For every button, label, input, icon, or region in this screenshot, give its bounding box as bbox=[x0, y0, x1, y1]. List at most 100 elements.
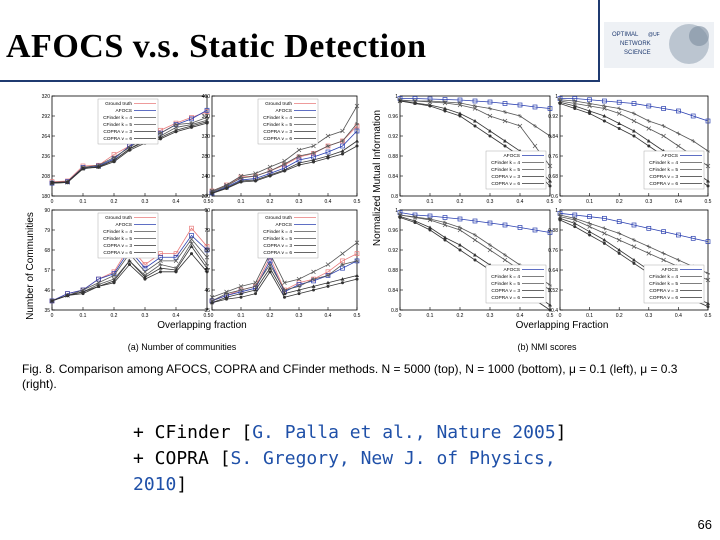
caption-text: Comparison among AFOCS, COPRA and CFinde… bbox=[22, 362, 678, 391]
data-point bbox=[282, 288, 287, 292]
y-tick-label: 79 bbox=[204, 228, 210, 234]
data-point bbox=[632, 261, 636, 265]
data-point bbox=[354, 103, 360, 109]
x-tick-label: 0.2 bbox=[267, 313, 274, 319]
data-point bbox=[602, 238, 607, 242]
data-point bbox=[602, 104, 607, 108]
data-point bbox=[189, 124, 194, 128]
bullet-cfinder: + CFinder [G. Palla et al., Nature 2005] bbox=[133, 420, 613, 446]
data-point bbox=[572, 99, 577, 103]
logo-text-mid: NETWORK bbox=[620, 41, 651, 47]
data-point bbox=[50, 298, 54, 303]
data-point bbox=[631, 244, 637, 249]
data-point bbox=[548, 308, 552, 312]
data-point bbox=[158, 258, 163, 264]
data-point bbox=[661, 133, 666, 139]
data-point bbox=[631, 118, 637, 124]
x-tick-label: 0.2 bbox=[457, 199, 464, 205]
data-point bbox=[173, 251, 179, 256]
legend-box bbox=[485, 150, 547, 190]
data-point bbox=[572, 221, 577, 225]
chart-panel: 0.6 0.68 0.76 0.84 0.92 1 0 0.1 0.2 0.3 0.4 0.5 AFOC… bbox=[548, 94, 711, 205]
data-point bbox=[602, 98, 607, 104]
data-point bbox=[547, 230, 553, 235]
data-point bbox=[502, 118, 508, 124]
data-point bbox=[297, 154, 301, 158]
legend-label: AFOCS bbox=[275, 222, 292, 228]
data-point bbox=[283, 295, 286, 299]
data-point bbox=[573, 225, 577, 229]
data-point bbox=[587, 109, 592, 113]
data-point bbox=[142, 269, 148, 275]
data-point bbox=[355, 277, 359, 281]
data-point bbox=[472, 218, 478, 224]
x-tick-label: 0.4 bbox=[173, 313, 180, 319]
data-point bbox=[472, 98, 478, 104]
citation-link[interactable]: G. Palla et al., Nature 2005 bbox=[252, 422, 556, 443]
chart-panel: 180 208 236 264 292 320 0 0.1 0.2 0.3 0.4 0.5 Ground… bbox=[42, 94, 211, 205]
data-point bbox=[488, 243, 492, 247]
data-point bbox=[458, 101, 462, 105]
x-tick-label: 0.5 bbox=[705, 199, 712, 205]
legend-label: CFinder k = 5 bbox=[103, 122, 132, 128]
y-tick-label: 320 bbox=[202, 134, 211, 140]
data-point bbox=[340, 139, 345, 143]
data-point bbox=[268, 270, 272, 274]
legend-box bbox=[485, 264, 547, 304]
data-point bbox=[518, 114, 522, 118]
y-tick-label: 320 bbox=[42, 94, 51, 100]
data-point bbox=[340, 251, 345, 256]
data-point bbox=[326, 280, 330, 285]
data-point bbox=[253, 284, 258, 289]
x-tick-label: 0 bbox=[399, 313, 402, 319]
data-point bbox=[442, 215, 448, 220]
data-point bbox=[355, 144, 359, 148]
citation-link[interactable]: S. Gregory, New J. of Physics, 2010 bbox=[133, 448, 556, 495]
data-point bbox=[413, 219, 417, 223]
data-point bbox=[398, 99, 402, 103]
data-point bbox=[602, 241, 606, 245]
legend-label: Ground truth bbox=[105, 101, 132, 107]
y-tick-label: 180 bbox=[42, 194, 51, 200]
reference-list: + CFinder [G. Palla et al., Nature 2005]… bbox=[133, 420, 613, 498]
data-point bbox=[503, 110, 507, 114]
data-point bbox=[325, 133, 331, 139]
data-point bbox=[602, 215, 607, 221]
data-point bbox=[340, 149, 345, 153]
data-point bbox=[632, 111, 636, 116]
x-tick-label: 0.1 bbox=[427, 313, 434, 319]
data-point bbox=[602, 226, 607, 231]
x-tick-label: 0.2 bbox=[616, 199, 623, 205]
data-point bbox=[473, 258, 477, 262]
y-tick-label: 1 bbox=[555, 94, 558, 100]
data-point bbox=[706, 301, 710, 305]
data-point bbox=[457, 216, 463, 222]
data-point bbox=[676, 232, 681, 238]
chart-panel: 0.8 0.84 0.88 0.92 0.96 1 0 0.1 0.2 0.3 0.4 0.5 AFOC… bbox=[388, 94, 553, 205]
y-tick-label: 79 bbox=[44, 228, 50, 234]
legend-label: CFinder k = 5 bbox=[263, 122, 292, 128]
data-point bbox=[253, 174, 258, 178]
x-tick-label: 0.1 bbox=[238, 313, 245, 319]
y-tick-label: 0.88 bbox=[388, 268, 398, 274]
data-point bbox=[173, 254, 179, 260]
data-point bbox=[631, 222, 637, 228]
data-point bbox=[502, 222, 508, 228]
data-point bbox=[517, 102, 523, 108]
data-point bbox=[142, 265, 148, 271]
legend-label: COPRA v = 6 bbox=[263, 136, 292, 142]
data-point bbox=[267, 164, 273, 170]
legend-label: CFinder k = 5 bbox=[491, 167, 520, 173]
data-point bbox=[210, 191, 214, 195]
data-point bbox=[587, 229, 592, 234]
data-point bbox=[268, 173, 272, 177]
data-point bbox=[282, 168, 287, 172]
y-tick-label: 400 bbox=[202, 94, 211, 100]
legend-label: COPRA v = 3 bbox=[491, 288, 520, 294]
data-point bbox=[691, 139, 696, 143]
slide-title: AFOCS v.s. Static Detection bbox=[6, 28, 427, 65]
data-point bbox=[282, 280, 287, 285]
data-point bbox=[616, 237, 622, 243]
data-point bbox=[661, 124, 666, 128]
